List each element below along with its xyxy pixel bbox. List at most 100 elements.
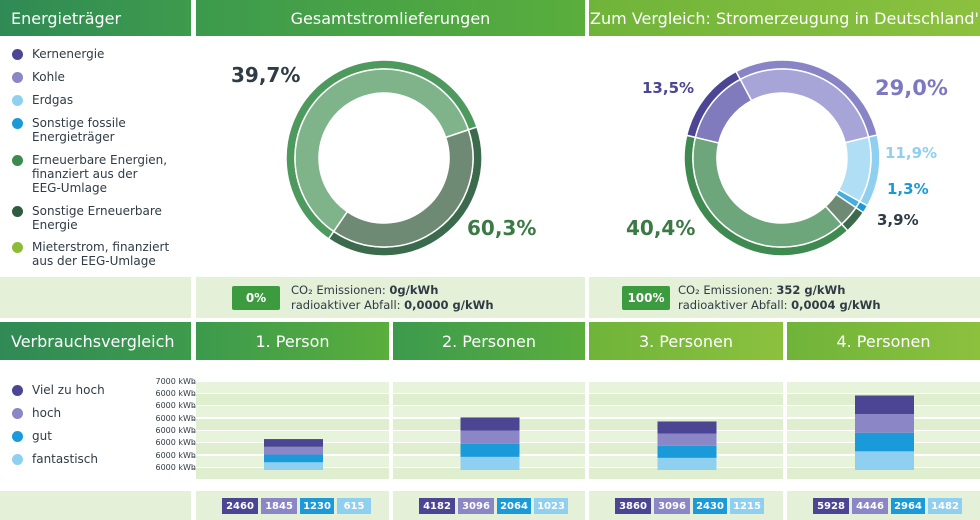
value-chip-gut: 2064 (497, 498, 531, 514)
value-chip-fantastisch: 1482 (928, 498, 962, 514)
co2-value: 0g/kWh (389, 283, 439, 297)
legend-label: Sonstige Erneuerbare Energie (32, 204, 162, 232)
y-tick-label: 6000 kWh (155, 438, 196, 447)
pct-label-eeg-de: 40,4% (626, 216, 696, 240)
grid-band (196, 406, 389, 417)
y-tick-label: 6000 kWh (155, 389, 196, 398)
category-header: 1. Person (196, 322, 389, 360)
grid-band (787, 382, 980, 393)
bar-segment-gut (460, 443, 520, 457)
y-tick-label: 7000 kWh (155, 377, 196, 386)
section-header-comparison: Zum Vergleich: Stromerzeugung in Deutsch… (589, 0, 980, 36)
legend-item: Sonstige Erneuerbare Energie (12, 204, 187, 232)
legend-item: Kernenergie (12, 47, 187, 61)
pct-label-kernenergie: 13,5% (642, 79, 695, 97)
value-chip-fantastisch: 1023 (534, 498, 568, 514)
legend-swatch (12, 95, 23, 106)
value-chip-hoch: 4446 (852, 498, 888, 514)
legend-swatch (12, 454, 23, 465)
legend-item: fantastisch (12, 452, 142, 466)
section-title: Zum Vergleich: Stromerzeugung in Deutsch… (590, 8, 979, 28)
pct-label-erdgas: 11,9% (885, 144, 938, 162)
energy-legend: Kernenergie Kohle Erdgas Sonstige fossil… (12, 47, 192, 277)
pct-label-sonstige-fossile: 1,3% (887, 180, 929, 198)
bar-segment-fantastisch (264, 462, 323, 470)
legend-swatch (12, 242, 23, 253)
legend-label: Kohle (32, 70, 65, 84)
grid-band (787, 468, 980, 479)
y-tick-label: 6000 kWh (155, 414, 196, 423)
legend-swatch (12, 408, 23, 419)
value-chip-hoch: 1845 (261, 498, 297, 514)
bar-segment-fantastisch (855, 451, 914, 470)
legend-item: Mieterstrom, finanziert aus der EEG-Umla… (12, 240, 187, 268)
grid-band (393, 406, 585, 417)
consumption-bar-chart (192, 382, 980, 479)
legend-label: Viel zu hoch (32, 383, 105, 397)
bar-segment-gut (657, 445, 717, 458)
value-chip-gut: 2964 (891, 498, 925, 514)
y-tick-label: 6000 kWh (155, 401, 196, 410)
grid-band (393, 468, 585, 479)
legend-item: hoch (12, 406, 142, 420)
legend-item: Sonstige fossile Energieträger (12, 116, 187, 144)
bar-segment-gut (855, 432, 914, 452)
grid-band (589, 394, 783, 405)
grid-band (196, 394, 389, 405)
bar-segment-gut (264, 454, 323, 463)
grid-band (589, 406, 783, 417)
legend-item: Erdgas (12, 93, 187, 107)
legend-label: Erdgas (32, 93, 74, 107)
section-header-energy-sources: Energieträger (0, 0, 191, 36)
waste-value: 0,0000 g/kWh (404, 298, 494, 312)
pct-label-sonstige-erneuerbare: 39,7% (231, 63, 301, 87)
category-label: 3. Personen (638, 331, 734, 351)
legend-item: gut (12, 429, 142, 443)
donut-slice-erneuerbare-energien-finanziert-aus-der-eeg-umlage (294, 68, 470, 233)
bar-segment-hoch (460, 430, 520, 444)
grid-band (393, 394, 585, 405)
legend-swatch (12, 49, 23, 60)
category-header: 2. Personen (393, 322, 585, 360)
section-title: Gesamtstromlieferungen (290, 8, 491, 28)
legend-swatch (12, 155, 23, 166)
value-chip-hoch: 3096 (654, 498, 690, 514)
bar-segment-viel-zu-hoch (264, 439, 323, 447)
bar-segment-hoch (264, 446, 323, 455)
bar-segment-hoch (657, 433, 717, 446)
y-tick-label: 6000 kWh (155, 426, 196, 435)
category-label: 1. Person (255, 331, 330, 351)
grid-band (196, 431, 389, 442)
donut-slice-kohle (739, 68, 870, 144)
co2-label: CO₂ Emissionen: (678, 283, 773, 297)
section-title: Verbrauchsvergleich (11, 331, 175, 351)
value-chip-viel-zu-hoch: 3860 (615, 498, 651, 514)
section-header-total-supply: Gesamtstromlieferungen (196, 0, 585, 36)
bar-segment-fantastisch (460, 456, 520, 470)
waste-label: radioaktiver Abfall: (678, 298, 788, 312)
legend-swatch (12, 118, 23, 129)
y-tick-label: 6000 kWh (155, 451, 196, 460)
grid-band (196, 468, 389, 479)
legend-swatch (12, 72, 23, 83)
category-label: 4. Personen (836, 331, 931, 351)
y-tick-label: 6000 kWh (155, 463, 196, 472)
renewable-share-badge: 100% (622, 286, 670, 310)
bar-segment-viel-zu-hoch (460, 417, 520, 431)
co2-value: 352 g/kWh (776, 283, 846, 297)
category-header: 4. Personen (787, 322, 980, 360)
legend-swatch (12, 206, 23, 217)
legend-label: gut (32, 429, 52, 443)
legend-label: hoch (32, 406, 62, 420)
grid-band (196, 382, 389, 393)
value-chip-gut: 1230 (300, 498, 334, 514)
grid-band (589, 382, 783, 393)
value-chip-fantastisch: 615 (337, 498, 371, 514)
values-row-spacer (0, 491, 191, 520)
legend-label: fantastisch (32, 452, 98, 466)
value-chip-viel-zu-hoch: 2460 (222, 498, 258, 514)
section-title: Energieträger (11, 8, 122, 28)
legend-label: Sonstige fossile Energieträger (32, 116, 126, 144)
grid-band (196, 419, 389, 430)
value-chip-fantastisch: 1215 (730, 498, 764, 514)
